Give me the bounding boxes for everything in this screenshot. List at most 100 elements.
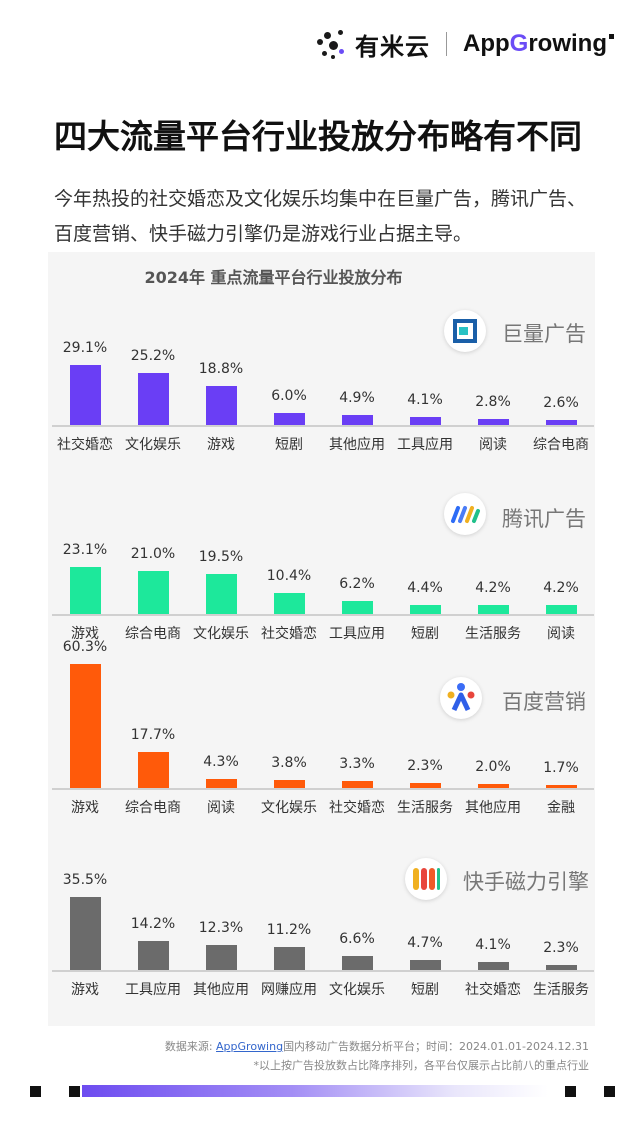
bar [273,947,305,970]
bar [273,593,305,614]
value-label: 1.7% [543,760,579,776]
category-label: 短剧 [275,437,303,453]
source-link[interactable]: AppGrowing [216,1040,284,1053]
bar [273,413,305,425]
value-label: 2.8% [475,394,511,410]
bar [137,752,169,788]
chart-baseline [52,788,594,790]
brand-name-en: AppGrowing [463,30,614,58]
value-label: 23.1% [62,542,108,558]
bar [409,960,441,970]
brand-dot-icon [609,34,614,39]
tencent-ads-icon [444,493,486,535]
category-label: 生活服务 [465,626,521,642]
bar [205,945,237,970]
chart-baseline [52,970,594,972]
chart-baseline [52,425,594,427]
bar [137,571,169,614]
brand-divider [446,32,448,56]
value-label: 12.3% [198,920,244,936]
decor-square-right [565,1086,576,1097]
value-label: 6.0% [271,388,307,404]
value-label: 19.5% [198,549,244,565]
category-label: 综合电商 [125,800,181,816]
page-subtitle: 今年热投的社交婚恋及文化娱乐均集中在巨量广告，腾讯广告、百度营销、快手磁力引擎仍… [54,188,587,245]
bar [477,605,509,614]
brand-en-pre: App [463,30,510,57]
platform-label: 快手磁力引擎 [463,870,589,894]
ranking-note: *以上按广告投放数占比降序排列，各平台仅展示占比前八的重点行业 [253,1059,590,1072]
value-label: 10.4% [266,568,312,584]
value-label: 3.8% [271,755,307,771]
category-label: 阅读 [479,437,507,453]
category-label: 文化娱乐 [329,982,385,998]
platform-label: 腾讯广告 [502,507,586,531]
category-label: 游戏 [71,626,99,642]
source-prefix: 数据来源: [164,1040,217,1053]
chart-title: 2024年 重点流量平台行业投放分布 [144,268,403,287]
bar [545,605,577,614]
bar [341,415,373,425]
bar [545,785,577,788]
value-label: 17.7% [130,727,176,743]
decor-square-left [30,1086,41,1097]
bar [477,784,509,788]
category-label: 短剧 [411,626,439,642]
value-label: 4.9% [339,390,375,406]
bar [477,962,509,970]
category-label: 综合电商 [533,437,589,453]
value-label: 4.1% [475,937,511,953]
value-label: 18.8% [198,361,244,377]
category-label: 阅读 [207,800,235,816]
value-label: 2.3% [407,758,443,774]
value-label: 6.6% [339,931,375,947]
brand-en-g: G [509,30,529,57]
category-label: 社交婚恋 [329,800,385,816]
source-suffix: 国内移动广告数据分析平台；时间：2024.01.01-2024.12.31 [283,1040,589,1053]
bar [545,420,577,425]
decor-square-right-2 [604,1086,615,1097]
category-label: 游戏 [207,437,235,453]
value-label: 4.4% [407,580,443,596]
category-label: 社交婚恋 [465,982,521,998]
bar [69,897,101,970]
value-label: 6.2% [339,576,375,592]
value-label: 4.2% [475,580,511,596]
bar [341,781,373,788]
platform-label: 百度营销 [502,690,586,714]
category-label: 生活服务 [533,982,589,998]
source-footnote: 数据来源: AppGrowing国内移动广告数据分析平台；时间：2024.01.… [165,1038,589,1054]
category-label: 游戏 [71,982,99,998]
category-label: 文化娱乐 [193,626,249,642]
category-label: 工具应用 [125,982,181,998]
category-label: 生活服务 [397,800,453,816]
bar [137,373,169,425]
bar [341,956,373,970]
platform-label: 巨量广告 [502,322,586,346]
category-label: 文化娱乐 [125,437,181,453]
bar [69,567,101,614]
brand-name-cn: 有米云 [355,32,431,61]
value-label: 14.2% [130,916,176,932]
value-label: 2.3% [543,940,579,956]
category-label: 工具应用 [397,437,453,453]
category-label: 金融 [547,800,575,816]
bar [205,386,237,425]
value-label: 60.3% [62,639,108,655]
value-label: 4.7% [407,935,443,951]
bar [409,417,441,425]
category-label: 其他应用 [193,982,249,998]
value-label: 4.1% [407,392,443,408]
category-label: 短剧 [411,982,439,998]
bar [477,419,509,425]
youmi-logo-icon [315,27,349,61]
chart-baseline [52,614,594,616]
category-label: 阅读 [547,626,575,642]
category-label: 其他应用 [329,437,385,453]
bar [409,783,441,788]
bar [341,601,373,614]
gradient-bar [82,1085,548,1097]
bar [545,965,577,970]
brand-en-post: rowing [528,30,607,57]
header: 有米云 AppGrowing [315,24,614,64]
